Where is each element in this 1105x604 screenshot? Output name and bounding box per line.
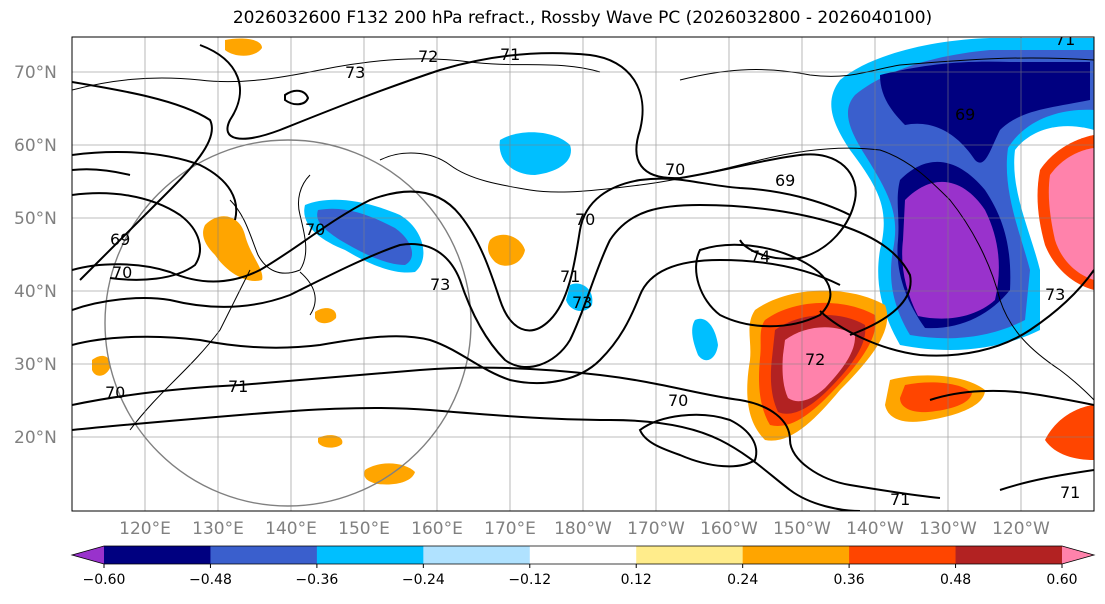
lat-label: 20°N: [14, 428, 57, 448]
contour-lines: [72, 44, 1094, 511]
contour-label: 71: [500, 45, 520, 64]
lon-label: 160°W: [700, 519, 758, 539]
colorbar-tick-label: 0.36: [834, 572, 865, 588]
colorbar-swatch: [529, 546, 637, 564]
contour-label: 72: [805, 350, 825, 369]
colorbar: −0.60 −0.48 −0.36 −0.24 −0.12 0.12 0.24 0.36 0.4…: [70, 545, 1096, 588]
contour-label: 72: [418, 47, 438, 66]
contour-label: 70: [668, 391, 688, 410]
lon-label: 150°E: [338, 519, 390, 539]
colorbar-tick-label: −0.60: [83, 572, 126, 588]
colorbar-tick-label: −0.36: [295, 572, 338, 588]
map-title: 2026032600 F132 200 hPa refract., Rossby…: [232, 8, 933, 28]
lon-label: 160°E: [411, 519, 463, 539]
contour-label: 73: [572, 293, 592, 312]
positive-region-arctic: [225, 38, 262, 56]
lon-label: 150°W: [773, 519, 831, 539]
longitude-labels: 120°E 130°E 140°E 150°E 160°E 170°E 180°…: [119, 519, 1050, 539]
positive-region-small: [315, 308, 337, 324]
lat-label: 70°N: [14, 63, 57, 83]
colorbar-tick-label: −0.12: [508, 572, 551, 588]
negative-region-alaska-3: [880, 61, 1090, 163]
colorbar-extend-min: [72, 546, 104, 564]
negative-region-small: [692, 318, 718, 361]
contour-label: 74: [750, 247, 770, 266]
colorbar-tick-label: −0.48: [189, 572, 232, 588]
positive-region-midpac: [487, 234, 525, 266]
contour-label: 71: [560, 267, 580, 286]
contour-label: 71: [890, 490, 910, 509]
negative-region-nwpac-2: [317, 208, 413, 265]
lon-label: 130°E: [192, 519, 244, 539]
colorbar-tick-label: 0.48: [940, 572, 971, 588]
contour-label: 70: [112, 263, 132, 282]
contour-label: 71: [228, 377, 248, 396]
contour-label: 69: [955, 105, 975, 124]
lon-label: 140°W: [846, 519, 904, 539]
lon-label: 170°E: [484, 519, 536, 539]
lon-label: 120°W: [992, 519, 1050, 539]
lon-label: 130°W: [919, 519, 977, 539]
contour-label: 70: [575, 210, 595, 229]
positive-region-mexico: [1045, 405, 1094, 460]
colorbar-swatch: [849, 546, 957, 564]
positive-region-westus-2: [1048, 148, 1094, 280]
colorbar-swatch: [104, 546, 211, 564]
contour-label: 70: [665, 160, 685, 179]
colorbar-tick-label: −0.24: [402, 572, 445, 588]
lat-label: 50°N: [14, 209, 57, 229]
lon-label: 140°E: [265, 519, 317, 539]
contour-label: 71: [1055, 30, 1075, 49]
map-frame: [71, 36, 1095, 512]
colorbar-tick-label: 0.12: [621, 572, 652, 588]
negative-region-bc-2: [902, 181, 999, 319]
positive-region-small-3: [92, 355, 111, 376]
lat-label: 60°N: [14, 136, 57, 156]
positive-region-tropical: [364, 463, 415, 485]
lat-label: 40°N: [14, 282, 57, 302]
colorbar-extend-max: [1062, 546, 1094, 564]
contour-label: 71: [1060, 483, 1080, 502]
contour-label: 70: [305, 220, 325, 239]
colorbar-swatch: [423, 546, 531, 564]
lat-label: 30°N: [14, 355, 57, 375]
lon-label: 180°W: [554, 519, 612, 539]
negative-region-bering: [499, 132, 571, 175]
colorbar-tick-label: 0.24: [727, 572, 758, 588]
lon-label: 120°E: [119, 519, 171, 539]
contour-label-group: 72 73 71 69 70 71 69 70 70 70 69 74 70 7…: [105, 30, 1080, 509]
contour-label: 69: [110, 230, 130, 249]
latitude-labels: 70°N 60°N 50°N 40°N 30°N 20°N: [14, 63, 57, 448]
colorbar-swatch: [636, 546, 744, 564]
positive-region-small-2: [318, 435, 343, 448]
colorbar-swatch: [955, 546, 1063, 564]
radius-circle: [104, 139, 472, 507]
contour-label: 73: [345, 63, 365, 82]
colorbar-swatch: [316, 546, 424, 564]
contour-label: 73: [430, 275, 450, 294]
contour-label: 70: [105, 383, 125, 402]
colorbar-swatch: [210, 546, 318, 564]
colorbar-swatch: [742, 546, 850, 564]
lon-label: 170°W: [627, 519, 685, 539]
contour-label: 73: [1045, 285, 1065, 304]
colorbar-tick-label: 0.60: [1046, 572, 1077, 588]
contour-label: 69: [775, 171, 795, 190]
